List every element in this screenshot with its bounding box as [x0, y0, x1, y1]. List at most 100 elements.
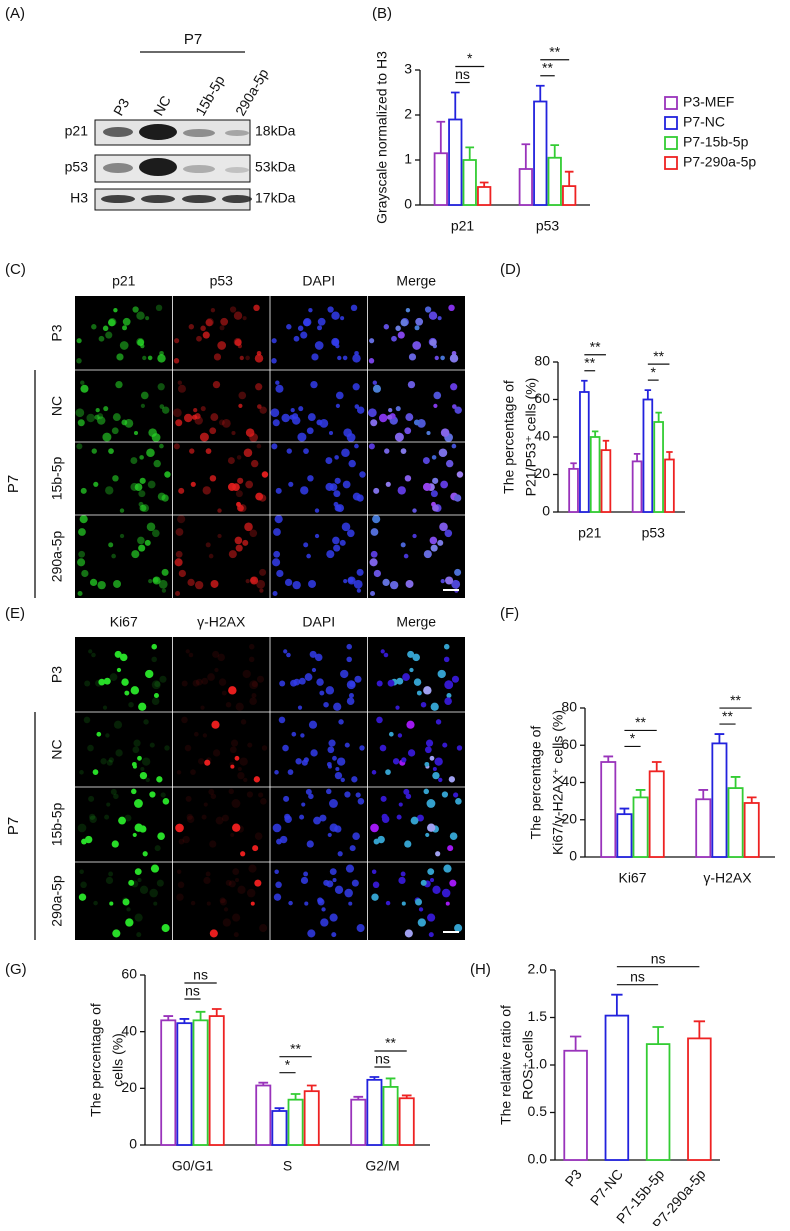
- cell: [368, 443, 375, 450]
- x-tick-label: G2/M: [365, 1158, 399, 1174]
- cell: [145, 669, 154, 679]
- cell: [308, 720, 318, 729]
- cell: [271, 358, 277, 364]
- cell: [310, 380, 318, 389]
- cell: [327, 746, 335, 754]
- cell: [316, 419, 323, 426]
- x-tick-label: γ-H2AX: [703, 870, 752, 886]
- cell: [89, 578, 98, 587]
- cell: [151, 680, 161, 690]
- cell: [325, 686, 335, 695]
- cell: [346, 680, 356, 690]
- cell: [196, 335, 202, 342]
- cell: [333, 702, 342, 711]
- error-bar: [479, 181, 489, 187]
- bar: [477, 186, 492, 206]
- error-bar: [635, 789, 646, 798]
- cell: [184, 744, 192, 752]
- cell: [383, 324, 390, 330]
- cell: [385, 481, 391, 487]
- cell: [412, 533, 417, 539]
- bar: [192, 1019, 209, 1146]
- y-tick-label: 1.0: [528, 1056, 548, 1072]
- cell: [283, 795, 290, 802]
- lane-label: P3: [110, 95, 133, 118]
- cell: [157, 354, 166, 363]
- bar: [518, 168, 533, 206]
- row-label: NC: [49, 396, 65, 416]
- error-bar: [550, 144, 560, 158]
- cell: [380, 649, 385, 654]
- cell: [229, 746, 237, 754]
- cell: [190, 481, 196, 487]
- cell: [197, 758, 205, 765]
- cell: [154, 681, 161, 688]
- cell: [137, 878, 142, 883]
- cell: [392, 758, 400, 765]
- cell: [443, 864, 452, 873]
- cell: [304, 673, 313, 681]
- cell: [77, 590, 83, 597]
- bar: [287, 1098, 304, 1146]
- cell: [218, 419, 225, 426]
- cell: [88, 649, 93, 654]
- cell: [223, 907, 229, 912]
- cell: [323, 879, 330, 886]
- cell: [430, 490, 438, 498]
- cell: [122, 317, 131, 326]
- bar: [687, 1037, 712, 1161]
- cell: [313, 816, 321, 825]
- cell: [249, 529, 258, 538]
- cell: [133, 739, 141, 747]
- lane-label: 15b-5p: [192, 72, 228, 118]
- cell: [299, 814, 305, 820]
- cell: [232, 913, 241, 922]
- cell: [237, 504, 244, 512]
- y-tick-label: 40: [561, 773, 577, 789]
- bar: [642, 398, 654, 513]
- cell: [201, 814, 207, 820]
- cell: [382, 578, 390, 587]
- cell: [308, 793, 314, 800]
- panel-label: (B): [372, 5, 392, 22]
- y-tick-label: 2.0: [528, 961, 548, 977]
- cell: [212, 749, 221, 757]
- cell: [228, 550, 237, 559]
- cell: [252, 845, 259, 852]
- cell: [242, 316, 247, 321]
- cell: [430, 544, 438, 552]
- cell: [157, 832, 165, 841]
- bar: [648, 770, 665, 858]
- cell: [119, 653, 128, 662]
- cell: [108, 542, 114, 548]
- y-tick-label: 60: [534, 390, 550, 406]
- error-bar: [450, 91, 460, 120]
- cell: [292, 580, 301, 590]
- cell: [81, 569, 89, 578]
- bar: [255, 1084, 272, 1146]
- significance-label: ns: [651, 950, 666, 966]
- legend-label: P7-15b-5p: [683, 134, 749, 150]
- cell: [119, 341, 129, 350]
- cell: [442, 742, 448, 748]
- cell: [161, 588, 167, 593]
- cell: [139, 455, 144, 460]
- cell: [337, 851, 343, 857]
- error-bar: [746, 796, 757, 803]
- bar: [727, 787, 744, 858]
- error-bar: [163, 1015, 174, 1021]
- cell: [227, 457, 235, 465]
- bar: [695, 798, 712, 858]
- cell: [376, 680, 383, 687]
- cell: [340, 777, 345, 783]
- cell: [454, 406, 462, 414]
- cell: [113, 720, 123, 729]
- cell: [217, 508, 222, 513]
- significance-label: *: [630, 730, 636, 746]
- cell: [297, 432, 307, 442]
- cell: [423, 686, 432, 695]
- cell: [297, 705, 303, 710]
- cell: [326, 761, 332, 767]
- cell: [332, 536, 340, 545]
- cell: [275, 487, 282, 494]
